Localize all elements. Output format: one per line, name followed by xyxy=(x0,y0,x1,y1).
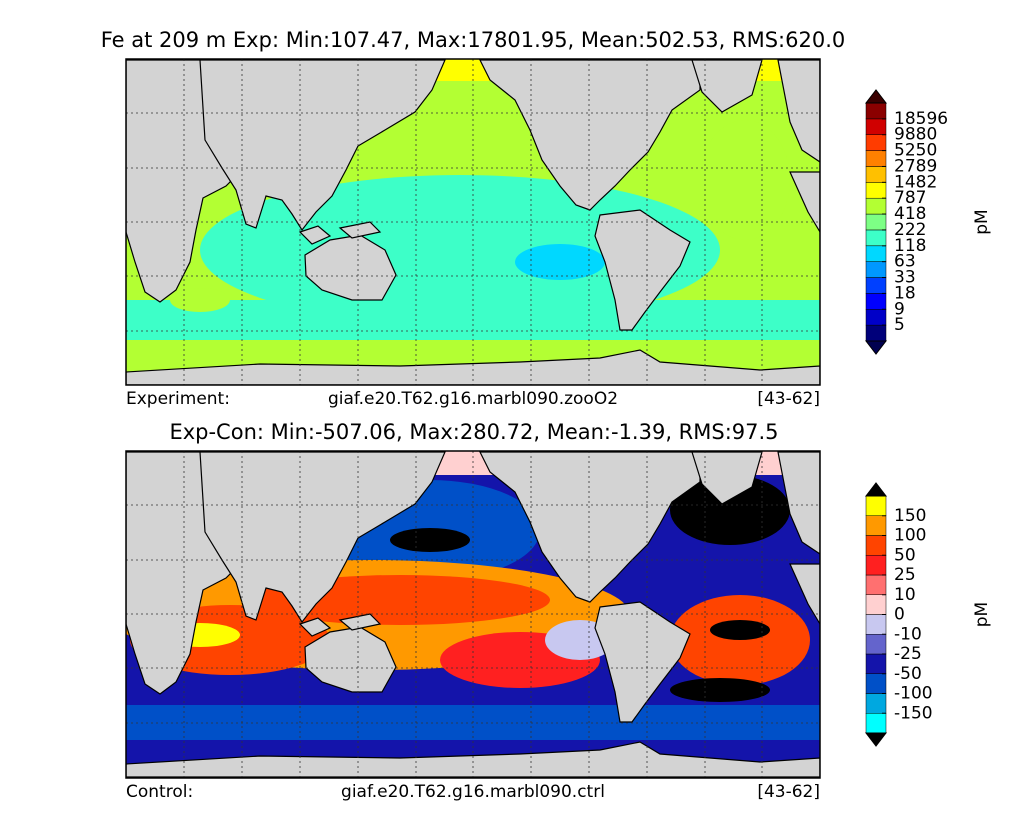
colorbar-box xyxy=(865,293,887,310)
panel-title: Exp-Con: Min:-507.06, Max:280.72, Mean:-… xyxy=(169,420,778,444)
colorbar-tick-label: 25 xyxy=(894,565,916,585)
colorbar-tick-label: 0 xyxy=(894,605,905,625)
colorbar-tick-label: 2789 xyxy=(894,156,937,176)
colorbar-box xyxy=(865,309,887,326)
colorbar-tick-label: 18596 xyxy=(894,109,948,129)
colorbar-tick-label: 50 xyxy=(894,545,916,565)
colorbar-tick-label: 100 xyxy=(894,526,926,546)
colorbar-label: pM xyxy=(972,602,992,627)
colorbar-extend xyxy=(864,732,888,747)
colorbar-box xyxy=(865,594,887,615)
colorbar-box xyxy=(865,229,887,247)
footer-right: [43-62] xyxy=(757,782,820,802)
colorbar-box xyxy=(865,634,887,655)
footer-right: [43-62] xyxy=(757,389,820,409)
footer-left: Control: xyxy=(126,782,193,802)
colorbar-tick-label: -10 xyxy=(894,624,922,644)
colorbar-tick-label: 5 xyxy=(894,315,905,335)
colorbar-box xyxy=(865,535,887,556)
colorbar-tick-label: 10 xyxy=(894,585,916,605)
colorbar-box xyxy=(865,197,887,215)
colorbar-box xyxy=(865,213,887,231)
panel-title: Fe at 209 m Exp: Min:107.47, Max:17801.9… xyxy=(101,28,846,52)
colorbar-box xyxy=(865,515,887,536)
colorbar-box xyxy=(865,245,887,262)
colorbar-tick-label: 5250 xyxy=(894,141,937,161)
colorbar-tick-label: 9880 xyxy=(894,125,937,145)
colorbar-box xyxy=(865,166,887,183)
colorbar-box xyxy=(865,277,887,294)
colorbar-extend xyxy=(864,89,888,104)
colorbar-tick-label: -100 xyxy=(894,684,933,704)
colorbar-extend xyxy=(864,482,888,497)
footer-center: giaf.e20.T62.g16.marbl090.ctrl xyxy=(341,782,605,802)
colorbar-tick-label: 9 xyxy=(894,299,905,319)
colorbar-tick-label: -150 xyxy=(894,703,933,723)
colorbar-box xyxy=(865,324,887,342)
colorbar-tick-label: -25 xyxy=(894,644,922,664)
colorbar-label: pM xyxy=(972,209,992,234)
colorbar-tick-label: 1482 xyxy=(894,172,937,192)
colorbar-box xyxy=(865,673,887,694)
colorbar-box xyxy=(865,182,887,199)
colorbar-box xyxy=(865,261,887,278)
map-top xyxy=(126,59,820,385)
colorbar-tick-label: 787 xyxy=(894,188,926,208)
colorbar-box xyxy=(865,713,887,734)
colorbar-box xyxy=(865,693,887,714)
colorbar-tick-label: 222 xyxy=(894,220,926,240)
colorbar-box xyxy=(865,495,887,516)
colorbar-box xyxy=(865,118,887,135)
colorbar-tick-label: 33 xyxy=(894,268,916,288)
map-frame xyxy=(125,450,821,779)
colorbar-tick-label: 418 xyxy=(894,204,926,224)
colorbar-box xyxy=(865,614,887,635)
colorbar-box xyxy=(865,150,887,167)
colorbar-tick-label: 118 xyxy=(894,236,926,256)
map-frame xyxy=(125,58,821,386)
colorbar-box xyxy=(865,555,887,576)
colorbar-box xyxy=(865,653,887,674)
colorbar-box xyxy=(865,102,887,120)
map-bottom xyxy=(126,451,820,778)
colorbar-extend xyxy=(864,340,888,355)
colorbar-box xyxy=(865,574,887,595)
colorbar-tick-label: 63 xyxy=(894,252,916,272)
footer-left: Experiment: xyxy=(126,389,230,409)
colorbar-tick-label: 18 xyxy=(894,283,916,303)
colorbar-box xyxy=(865,134,887,151)
colorbar-tick-label: -50 xyxy=(894,664,922,684)
footer-center: giaf.e20.T62.g16.marbl090.zooO2 xyxy=(328,389,618,409)
colorbar-tick-label: 150 xyxy=(894,506,926,526)
